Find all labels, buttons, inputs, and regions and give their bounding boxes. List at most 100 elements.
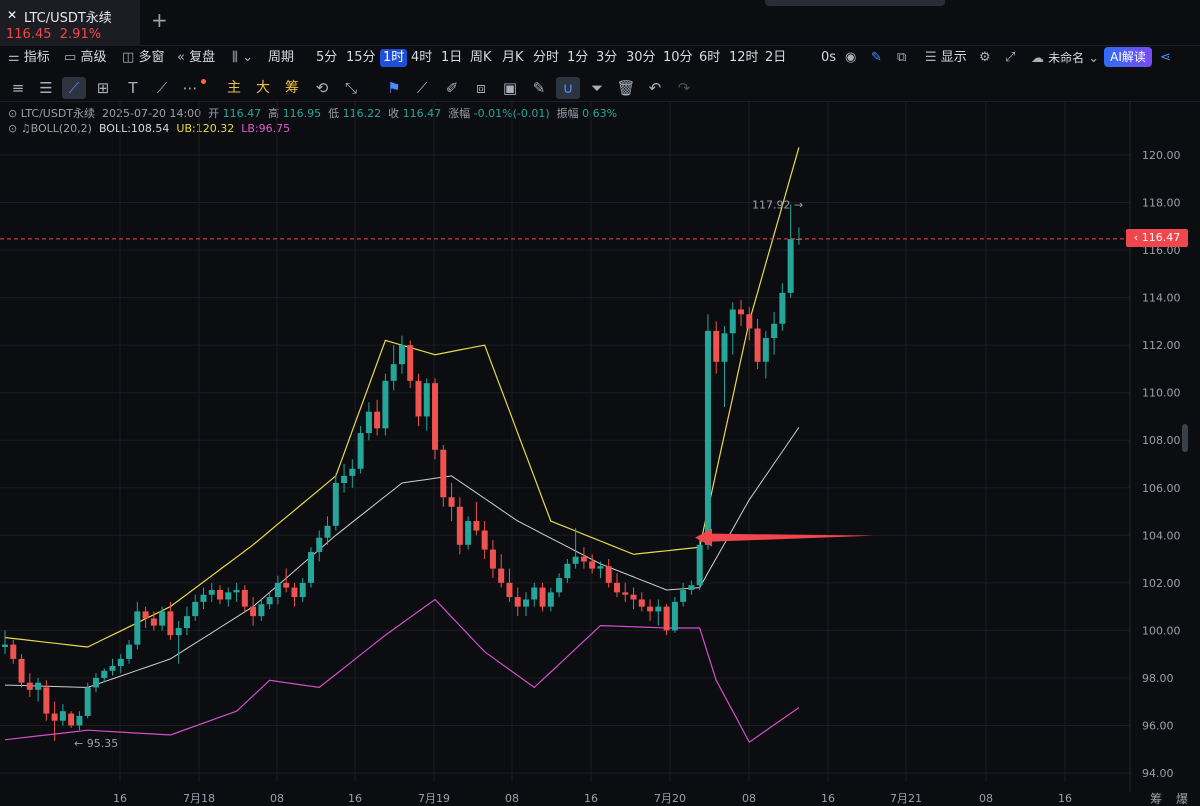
multi-window-button[interactable]: ◫ 多窗: [122, 50, 165, 65]
interval-month[interactable]: 月K: [502, 50, 524, 65]
template-icon: ▭: [64, 50, 77, 65]
display-button[interactable]: ☰ 显示: [925, 50, 967, 65]
interval-1m[interactable]: 1分: [567, 50, 589, 65]
countdown: 0s: [821, 50, 837, 65]
crosshair-icon[interactable]: ⊞: [96, 79, 110, 97]
candle-body: [572, 556, 579, 564]
collapse-icon[interactable]: ⊙: [8, 122, 18, 135]
price-chart[interactable]: 120.00 118.00 116.00 114.00 112.00 110.00 108.…: [0, 102, 1200, 806]
candle-body: [84, 687, 91, 716]
price-tick-label: 100.00: [1142, 624, 1181, 637]
interval-4h[interactable]: 4时: [411, 50, 433, 65]
trash-icon[interactable]: 🗑: [616, 79, 636, 97]
text-tool-icon[interactable]: T: [128, 79, 138, 97]
compare-icon[interactable]: ⧈: [476, 79, 486, 97]
window-drag-handle[interactable]: [765, 0, 945, 6]
time-tick-label: 16: [1058, 792, 1072, 805]
candle-body: [754, 328, 761, 362]
layout-name-dropdown[interactable]: ☁ 未命名 ⌄: [1031, 51, 1100, 66]
chart-toolbar: ⚌ 指标 ▭ 高级 ◫ 多窗 « 复盘 ⫼ ⌄ 周期 5分 15分 1时 4时 …: [0, 46, 1200, 72]
ai-interpret-button[interactable]: AI解读: [1104, 47, 1152, 67]
replay-button[interactable]: « 复盘: [177, 50, 216, 65]
undo-icon[interactable]: ↶: [648, 79, 662, 97]
candle-body: [316, 537, 323, 552]
advanced-button[interactable]: ▭ 高级: [64, 50, 107, 65]
time-tick-label: 7月18: [183, 792, 215, 805]
time-tick-label: 08: [742, 792, 756, 805]
time-tick-label: 08: [270, 792, 284, 805]
share-icon[interactable]: ⋖: [1160, 50, 1171, 65]
interval-week[interactable]: 周K: [470, 50, 492, 65]
filter-icon[interactable]: ⏷: [590, 79, 603, 97]
candle-body: [713, 330, 720, 362]
trendline-icon[interactable]: ⟋: [62, 77, 86, 99]
indicators-button[interactable]: ⚌ 指标: [8, 50, 50, 65]
chart-type-dropdown[interactable]: ⫼ ⌄: [232, 49, 253, 67]
popout-icon[interactable]: ⧉: [897, 50, 907, 65]
collapse-icon[interactable]: ⊙: [8, 107, 18, 120]
measure-icon[interactable]: ⤡: [344, 79, 357, 97]
price-tick-label: 116.00: [1142, 244, 1181, 257]
boll-lower: LB:96.75: [241, 122, 291, 135]
interval-time-share[interactable]: 分时: [533, 50, 560, 65]
interval-1h[interactable]: 1时: [380, 49, 408, 67]
clipboard-icon[interactable]: ▣: [502, 79, 518, 97]
bell-icon[interactable]: ♫: [20, 122, 31, 135]
candle-body: [68, 713, 75, 726]
interval-15m[interactable]: 15分: [346, 50, 376, 65]
symbol-tab[interactable]: ✕ LTC/USDT永续 116.45 2.91%: [0, 0, 140, 46]
period-dropdown[interactable]: 周期: [268, 50, 295, 65]
edit-icon[interactable]: ✎: [871, 50, 882, 65]
bookmark-icon[interactable]: ⚑: [387, 79, 401, 97]
cloud-icon: ☁: [1031, 51, 1044, 66]
candle-body: [341, 475, 348, 484]
interval-2d[interactable]: 2日: [765, 50, 787, 65]
candle-body: [365, 411, 372, 434]
side-scroll-handle[interactable]: [1182, 424, 1188, 452]
refresh-icon[interactable]: ⟲: [315, 79, 329, 97]
price-tick-label: 106.00: [1142, 482, 1181, 495]
add-tab-button[interactable]: +: [151, 8, 168, 32]
candle-body: [647, 606, 654, 612]
ruler-icon[interactable]: ⟋: [416, 79, 428, 97]
time-tick-label: 16: [584, 792, 598, 805]
more-tools-icon[interactable]: ⋯: [182, 79, 198, 97]
fullscreen-icon[interactable]: ⤢: [1005, 50, 1016, 65]
interval-10m[interactable]: 10分: [663, 50, 693, 65]
redo-icon[interactable]: ↷: [677, 79, 691, 97]
candle-body: [200, 594, 207, 602]
note-edit-icon[interactable]: ✎: [532, 79, 546, 97]
settings-gear-icon[interactable]: ⚙: [979, 50, 991, 65]
candle-body: [787, 239, 794, 293]
candle-body: [283, 582, 290, 588]
main-chart-toggle[interactable]: 主: [227, 80, 241, 96]
candle-body: [26, 682, 33, 690]
big-order-toggle[interactable]: 大: [256, 80, 270, 96]
magnet-icon[interactable]: ∪: [556, 77, 580, 99]
interval-1d[interactable]: 1日: [441, 50, 463, 65]
candle-body: [473, 521, 480, 531]
interval-5m[interactable]: 5分: [316, 50, 338, 65]
candle-body: [589, 561, 596, 569]
chips-corner-label[interactable]: 筹: [1150, 792, 1163, 806]
ray-icon[interactable]: ⟋: [156, 79, 168, 97]
candle-body: [407, 345, 414, 381]
candle-body: [183, 616, 190, 629]
interval-6h[interactable]: 6时: [699, 50, 721, 65]
candle-body: [481, 530, 488, 550]
camera-icon[interactable]: ◉: [845, 50, 857, 65]
boll-lower-line: [4, 598, 800, 743]
interval-12h[interactable]: 12时: [729, 50, 759, 65]
chevron-down-icon: ⌄: [1088, 51, 1100, 66]
candle-body: [142, 611, 149, 619]
candle-body: [671, 601, 678, 631]
brush-icon[interactable]: ✐: [445, 79, 459, 97]
red-arrow-annotation: [695, 528, 874, 547]
burst-corner-label[interactable]: 爆: [1176, 792, 1189, 806]
horizontal-lines-icon[interactable]: ≡: [11, 79, 25, 97]
interval-30m[interactable]: 30分: [626, 50, 656, 65]
candle-body: [762, 338, 769, 362]
chips-toggle[interactable]: 筹: [285, 80, 299, 96]
interval-3m[interactable]: 3分: [596, 50, 618, 65]
menu-lines-icon[interactable]: ☰: [39, 79, 53, 97]
